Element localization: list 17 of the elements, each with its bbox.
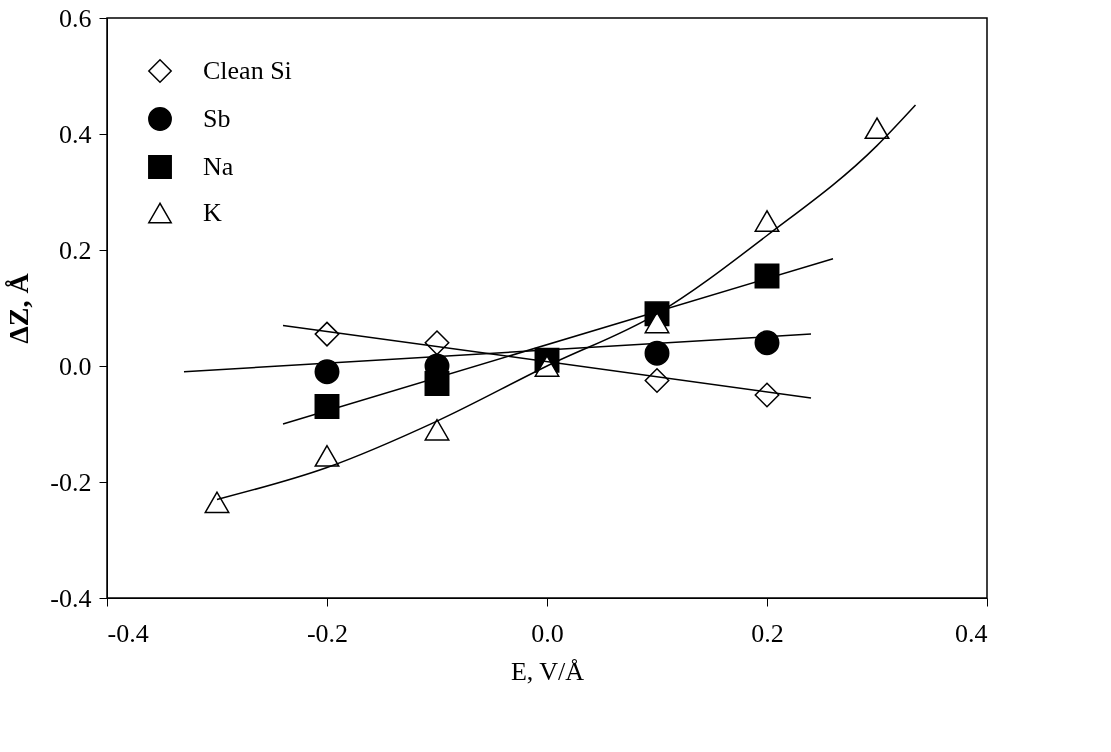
- x-tick-label: 0.2: [751, 618, 784, 648]
- x-tick-label: 0.4: [955, 618, 988, 648]
- legend-label: Na: [203, 152, 234, 181]
- x-tick-label: -0.4: [107, 618, 149, 648]
- x-tick-label: 0.0: [531, 618, 564, 648]
- legend-label: K: [203, 198, 222, 227]
- y-tick-label: -0.4: [50, 583, 92, 613]
- y-tick-label: 0.4: [59, 119, 92, 149]
- legend-label: Sb: [203, 104, 231, 133]
- x-tick-label: -0.2: [306, 618, 349, 648]
- y-tick-label: 0.0: [59, 351, 92, 381]
- legend-label: Clean Si: [203, 56, 292, 85]
- x-axis-title: E, V/Å: [510, 656, 585, 686]
- y-axis-title: ΔZ, Å: [3, 272, 35, 344]
- y-tick-label: -0.2: [50, 467, 92, 497]
- y-tick-label: 0.2: [59, 235, 92, 265]
- y-tick-label: 0.6: [59, 3, 92, 33]
